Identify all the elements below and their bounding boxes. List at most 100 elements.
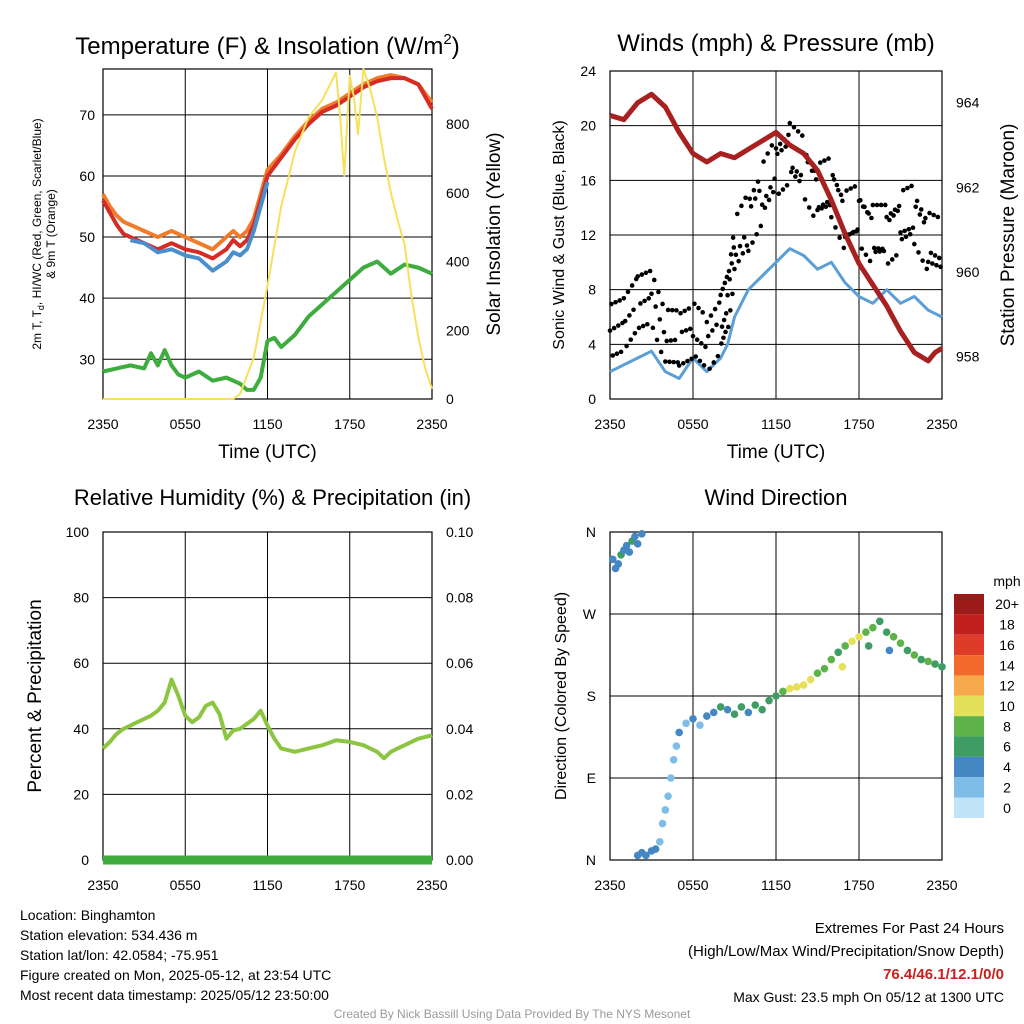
gust-point [831,177,837,182]
direction-point [848,637,856,646]
y-tick-label: 20 [73,786,89,802]
gust-point [772,176,777,181]
gust-point [632,330,638,336]
gust-point [629,283,635,288]
direction-point [625,548,634,556]
x-tick-label: 2350 [926,877,957,893]
direction-point [622,541,631,550]
gust-point [840,198,845,204]
x-tick-label: 1750 [334,416,365,432]
direction-point [862,628,870,637]
x-tick-label: 1150 [252,877,282,893]
gust-point [733,252,739,258]
gust-point [678,310,683,316]
gust-point [869,215,874,221]
plot-frame [609,70,943,400]
y-tick-label: S [587,688,596,704]
gust-point [751,187,757,193]
direction-point [730,710,739,719]
gust-point [899,236,905,242]
y-tick-label: E [587,770,596,786]
gust-point [752,196,758,201]
direction-point [765,696,773,705]
gust-point [889,257,895,262]
gust-point [739,203,744,209]
info-location: Location: Binghamton [20,907,156,923]
y-tick-label: 0 [81,852,89,868]
direction-point [737,703,746,711]
y-tick-label: 12 [580,227,596,243]
gust-point [902,228,907,234]
y2-tick-label: 0.04 [446,721,473,737]
gust-point [906,226,912,232]
y2-tick-label: 0.02 [446,786,473,802]
gust-point [882,202,888,208]
direction-point [614,560,623,568]
gust-point [627,313,632,318]
gust-point [611,325,617,331]
y-tick-label: 40 [79,290,95,306]
direction-point [779,687,787,696]
y-tick-label: 50 [79,229,95,245]
gust-point [665,307,671,313]
gust-point [694,337,700,343]
y-tick-label: 20 [580,118,596,134]
gust-point [714,322,719,328]
direction-point [889,632,898,641]
y2-tick-label: 600 [446,185,470,201]
gust-point [932,253,938,258]
plot-frame [102,68,433,400]
gust-point [671,359,676,365]
gust-point [649,291,654,297]
gust-point [878,202,884,208]
gust-point [676,363,682,368]
gust-point [797,178,802,184]
direction-point [758,705,766,714]
gust-point [927,210,932,216]
gust-point [718,292,723,298]
colorbar-tick-label: 10 [999,698,1015,714]
colorbar-tick-label: 20+ [995,596,1019,612]
gust-point [635,274,640,279]
x-tick-label: 0550 [677,877,708,893]
colorbar-tick-label: 12 [999,678,1015,694]
gust-point [909,183,914,189]
x-axis-label: Time (UTC) [727,442,826,463]
gust-point [823,204,829,210]
gust-point [918,207,924,212]
chart-title-temperature: Temperature (F) & Insolation (W/m2) [75,31,459,60]
x-tick-label: 2350 [416,877,447,893]
gust-point [631,307,636,313]
gust-point [871,245,877,251]
gust-point [741,235,747,240]
y-axis-label: Direction (Colored By Speed) [553,592,570,800]
gust-point [686,306,692,311]
series-solar-line [103,68,433,400]
gust-point [693,354,699,359]
gust-point [913,204,919,210]
gust-point [884,214,889,220]
plot-frame [609,531,943,861]
gust-point [903,234,909,240]
direction-point [638,530,646,538]
direction-point [910,651,919,659]
gust-point [700,310,705,315]
gust-point [920,258,925,263]
gust-point [682,308,687,314]
gust-point [664,338,670,344]
gust-point [744,243,750,248]
gust-point [609,301,614,307]
gust-point [703,344,708,350]
direction-point [786,684,794,693]
gust-point [834,182,840,188]
gust-point [667,359,672,365]
gust-point [730,235,736,240]
gust-point [912,241,917,247]
direction-point [709,708,718,717]
y-tick-label: 4 [588,336,596,352]
gust-point [689,356,694,362]
direction-point [931,660,939,668]
colorbar-tick-label: 2 [1003,779,1011,795]
y-axis-label: 2m T, Td, HI/WC (Red, Green, Scarlet/Blu… [30,118,46,349]
gust-point [754,231,759,237]
